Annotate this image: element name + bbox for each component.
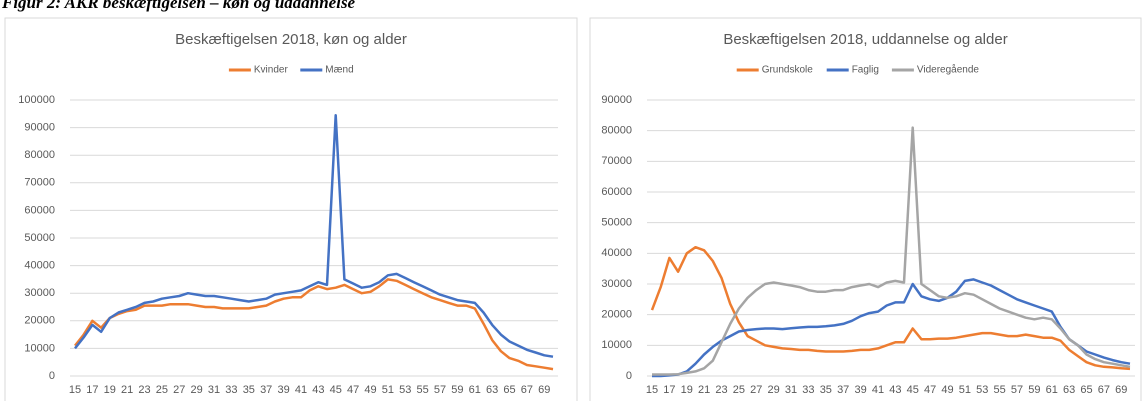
x-tick-label: 63 (486, 384, 498, 396)
x-tick-label: 51 (382, 384, 394, 396)
y-tick-label: 50000 (601, 217, 632, 229)
chart-frame (4, 17, 578, 406)
x-tick-label: 35 (243, 384, 255, 396)
x-tick-label: 17 (663, 384, 675, 396)
chart-frame (589, 17, 1142, 406)
x-tick-label: 67 (1098, 384, 1110, 396)
series-line (74, 278, 554, 371)
x-tick-label: 67 (521, 384, 533, 396)
x-tick-label: 51 (959, 384, 971, 396)
x-tick-label: 19 (104, 384, 116, 396)
y-tick-label: 30000 (601, 278, 632, 290)
y-tick-label: 70000 (601, 155, 632, 167)
x-tick-label: 21 (121, 384, 133, 396)
x-tick-label: 63 (1063, 384, 1075, 396)
x-tick-label: 33 (225, 384, 237, 396)
caption: Figur 2: AKR beskæftigelsen – køn og udd… (1, 0, 356, 12)
x-tick-label: 53 (399, 384, 411, 396)
x-tick-label: 27 (173, 384, 185, 396)
series-line (652, 126, 1131, 376)
legend-label: Faglig (852, 65, 879, 76)
x-tick-label: 37 (260, 384, 272, 396)
x-tick-label: 29 (768, 384, 780, 396)
x-tick-label: 41 (872, 384, 884, 396)
x-tick-label: 35 (820, 384, 832, 396)
y-tick-label: 10000 (601, 339, 632, 351)
series-line (74, 113, 554, 358)
x-tick-label: 65 (1080, 384, 1092, 396)
y-tick-label: 0 (626, 370, 632, 382)
x-tick-label: 31 (785, 384, 797, 396)
x-tick-label: 49 (941, 384, 953, 396)
chart-title: Beskæftigelsen 2018, køn og alder (175, 31, 407, 48)
x-tick-label: 41 (295, 384, 307, 396)
x-tick-label: 43 (889, 384, 901, 396)
y-tick-label: 50000 (24, 232, 55, 244)
x-tick-label: 25 (733, 384, 745, 396)
x-tick-label: 47 (924, 384, 936, 396)
x-tick-label: 69 (1115, 384, 1127, 396)
x-tick-label: 29 (191, 384, 203, 396)
y-tick-label: 20000 (601, 309, 632, 321)
x-tick-label: 57 (1011, 384, 1023, 396)
y-tick-label: 100000 (18, 94, 55, 106)
chart-title: Beskæftigelsen 2018, uddannelse og alder (723, 31, 1007, 48)
series-line (652, 278, 1131, 378)
x-tick-label: 15 (646, 384, 658, 396)
y-tick-label: 80000 (24, 149, 55, 161)
y-tick-label: 90000 (24, 122, 55, 134)
x-tick-label: 39 (277, 384, 289, 396)
x-tick-label: 25 (156, 384, 168, 396)
x-tick-label: 69 (538, 384, 550, 396)
series-line (650, 245, 1131, 371)
y-tick-label: 20000 (24, 315, 55, 327)
x-tick-label: 59 (451, 384, 463, 396)
x-tick-label: 61 (1046, 384, 1058, 396)
x-tick-label: 61 (469, 384, 481, 396)
y-tick-label: 80000 (601, 125, 632, 137)
y-tick-label: 30000 (24, 287, 55, 299)
y-tick-label: 0 (49, 370, 55, 382)
y-tick-label: 60000 (24, 204, 55, 216)
x-tick-label: 33 (802, 384, 814, 396)
x-tick-label: 57 (434, 384, 446, 396)
x-tick-label: 49 (364, 384, 376, 396)
y-tick-label: 10000 (24, 342, 55, 354)
legend-label: Kvinder (254, 65, 289, 76)
x-tick-label: 19 (681, 384, 693, 396)
x-tick-label: 55 (994, 384, 1006, 396)
x-tick-label: 31 (208, 384, 220, 396)
x-tick-label: 47 (347, 384, 359, 396)
y-tick-label: 40000 (601, 247, 632, 259)
x-tick-label: 21 (698, 384, 710, 396)
legend-label: Grundskole (762, 65, 814, 76)
legend-label: Videregående (917, 64, 980, 76)
x-tick-label: 15 (69, 384, 81, 396)
x-tick-label: 45 (907, 384, 919, 396)
x-tick-label: 53 (976, 384, 988, 396)
x-tick-label: 39 (854, 384, 866, 396)
y-tick-label: 40000 (24, 260, 55, 272)
x-tick-label: 55 (417, 384, 429, 396)
y-tick-label: 70000 (24, 177, 55, 189)
x-tick-label: 23 (715, 384, 727, 396)
y-tick-label: 90000 (601, 94, 632, 106)
x-tick-label: 43 (312, 384, 324, 396)
x-tick-label: 37 (837, 384, 849, 396)
x-tick-label: 17 (86, 384, 98, 396)
x-tick-label: 23 (138, 384, 150, 396)
x-tick-label: 27 (750, 384, 762, 396)
x-tick-label: 65 (503, 384, 515, 396)
legend-label: Mænd (325, 65, 353, 76)
x-tick-label: 45 (330, 384, 342, 396)
x-tick-label: 59 (1028, 384, 1040, 396)
y-tick-label: 60000 (601, 186, 632, 198)
